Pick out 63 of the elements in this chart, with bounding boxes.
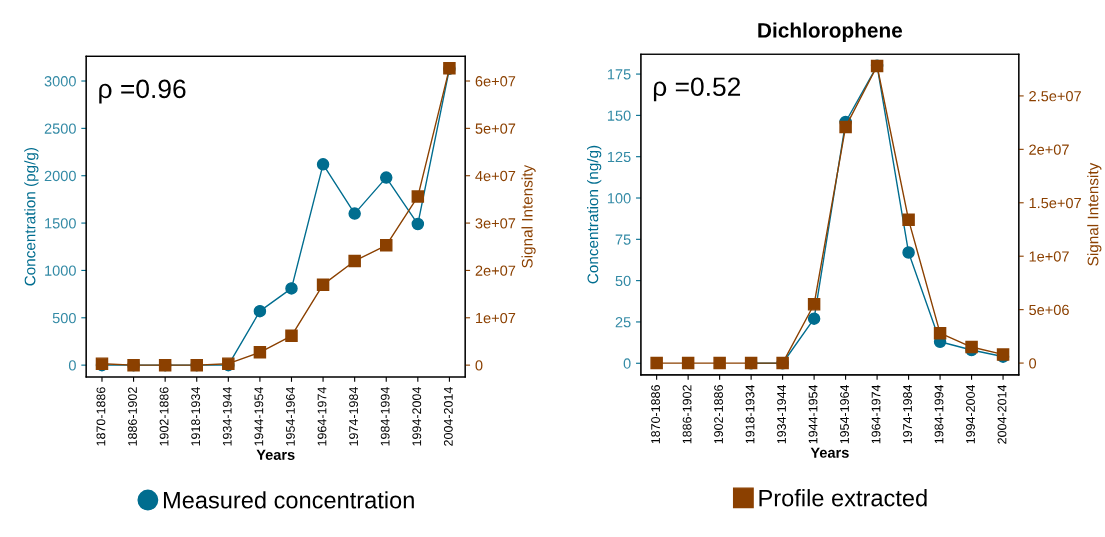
y-tick-label: 75 — [615, 234, 631, 245]
x-tick-label: 1918-1934 — [745, 384, 755, 444]
chart-title: Dichlorophene — [758, 22, 903, 42]
y-tick-label: 25 — [615, 317, 631, 328]
y2-tick-label: 2.5e+07 — [1029, 91, 1081, 102]
y-tick-label: 50 — [615, 275, 631, 287]
x-tick-label: 1994-2004 — [412, 387, 422, 446]
x-axis-title: Years — [810, 447, 849, 458]
x-tick-label: 1944-1954 — [254, 387, 264, 446]
y-tick-label: 500 — [52, 312, 76, 324]
y2-tick-label: 4e+07 — [475, 170, 516, 182]
y-tick-label: 150 — [607, 110, 631, 121]
y2-tick-label: 5e+06 — [1029, 304, 1069, 316]
x-tick-label: 1902-1886 — [714, 385, 723, 444]
y2-axis-title: Signal Intensity — [1087, 162, 1102, 266]
y2-tick-label: 0 — [475, 360, 483, 371]
x-tick-label: 1994-2004 — [966, 384, 975, 444]
y-tick-label: 125 — [607, 151, 631, 163]
y2-tick-label: 3e+07 — [475, 218, 516, 229]
y2-tick-label: 2e+07 — [475, 265, 516, 276]
x-tick-label: 1984-1994 — [934, 384, 944, 444]
y2-tick-label: 0 — [1029, 358, 1037, 369]
y-tick-label: 1500 — [45, 218, 76, 229]
x-tick-label: 1886-1902 — [128, 387, 137, 446]
y-tick-label: 1000 — [45, 265, 76, 276]
x-tick-label: 1934-1944 — [777, 384, 786, 444]
x-tick-label: 2004-2014 — [997, 384, 1007, 444]
y-tick-label: 100 — [607, 193, 631, 204]
x-tick-label: 1964-1974 — [317, 387, 327, 446]
annotation: ρ =0.96 — [99, 79, 186, 104]
annotation: ρ =0.52 — [653, 77, 741, 102]
y-tick-label: 0 — [68, 360, 76, 371]
x-tick-label: 1918-1934 — [191, 387, 201, 446]
y-tick-label: 2500 — [44, 123, 76, 134]
y-axis-title: Concentration (ng/g) — [587, 145, 602, 284]
y2-tick-label: 2e+07 — [1029, 144, 1069, 155]
x-tick-label: 1954-1964 — [285, 387, 295, 446]
x-tick-label: 1984-1994 — [380, 387, 390, 446]
y2-tick-label: 1e+07 — [476, 312, 516, 324]
x-tick-label: 1886-1902 — [682, 385, 692, 444]
y-tick-label: 0 — [623, 358, 631, 369]
y2-axis-title: Signal Intensity — [521, 164, 536, 268]
x-tick-label: 1964-1974 — [871, 384, 881, 444]
y-tick-label: 175 — [607, 69, 631, 80]
x-tick-label: 1870-1886 — [96, 387, 106, 446]
legend-label: Measured concentration — [163, 491, 414, 509]
y-tick-label: 2000 — [44, 170, 76, 182]
x-tick-label: 1902-1886 — [159, 387, 169, 446]
x-axis-title: Years — [256, 449, 295, 460]
x-tick-label: 1934-1944 — [222, 387, 232, 446]
x-tick-label: 1974-1984 — [349, 387, 359, 446]
y2-tick-label: 1e+07 — [1029, 251, 1069, 262]
x-tick-label: 1974-1984 — [903, 384, 912, 444]
x-tick-label: 2004-2014 — [443, 387, 453, 446]
y-axis-title: Concentration (pg/g) — [24, 147, 39, 286]
x-tick-label: 1944-1954 — [808, 384, 818, 444]
y-tick-label: 3000 — [44, 76, 76, 87]
y2-tick-label: 5e+07 — [475, 123, 516, 134]
x-tick-label: 1870-1886 — [651, 385, 660, 444]
y2-tick-label: 6e+07 — [475, 76, 516, 87]
x-tick-label: 1954-1964 — [840, 384, 849, 444]
y2-tick-label: 1.5e+07 — [1029, 197, 1081, 209]
legend-label: Profile extracted — [759, 489, 927, 507]
